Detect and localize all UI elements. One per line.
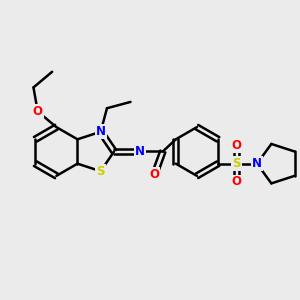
Text: S: S bbox=[232, 157, 241, 170]
Text: N: N bbox=[96, 125, 106, 138]
Text: O: O bbox=[149, 168, 160, 181]
Text: O: O bbox=[231, 139, 241, 152]
Text: O: O bbox=[33, 105, 43, 118]
Text: N: N bbox=[252, 157, 262, 170]
Text: O: O bbox=[231, 176, 241, 188]
Text: S: S bbox=[96, 165, 105, 178]
Text: N: N bbox=[135, 145, 145, 158]
